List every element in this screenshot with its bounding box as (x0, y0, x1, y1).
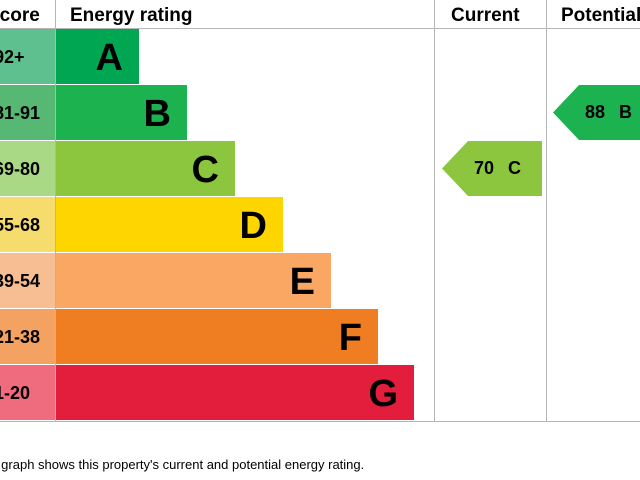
band-bar-d: D (56, 197, 283, 252)
current-column-header: Current (451, 5, 520, 26)
energy-rating-header: Energy rating (70, 5, 193, 26)
band-letter: D (239, 205, 267, 247)
arrow-shape (442, 141, 542, 196)
band-bar-f: F (56, 309, 378, 364)
score-range-a: 92+ (0, 29, 55, 84)
column-divider-score (55, 0, 56, 422)
band-bar-c: C (56, 141, 235, 196)
current-rating-arrow: 70 C (442, 141, 542, 196)
score-range-label: 81-91 (0, 103, 41, 123)
score-range-label: 39-54 (0, 271, 41, 291)
arrow-letter: B (619, 102, 632, 122)
score-range-label: 1-20 (0, 383, 31, 403)
band-letter: B (143, 93, 171, 135)
potential-rating-arrow: 88 B (553, 85, 640, 140)
band-bar-a: A (56, 29, 139, 84)
band-bar-g: G (56, 365, 414, 420)
arrow-shape (553, 85, 640, 140)
score-range-c: 69-80 (0, 141, 55, 196)
band-bar-b: B (56, 85, 187, 140)
band-bar-e: E (56, 253, 331, 308)
score-range-e: 39-54 (0, 253, 55, 308)
bottom-divider (0, 421, 640, 422)
score-range-f: 21-38 (0, 309, 55, 364)
band-letter: E (289, 261, 315, 303)
score-range-g: 1-20 (0, 365, 55, 420)
arrow-value: 88 (585, 102, 606, 122)
score-range-label: 69-80 (0, 159, 41, 179)
score-range-label: 92+ (0, 47, 25, 67)
column-divider-current (434, 0, 435, 422)
header-divider (0, 28, 640, 29)
column-divider-potential (546, 0, 547, 422)
band-letter: F (338, 317, 362, 359)
arrow-letter: C (508, 158, 521, 178)
arrow-value: 70 (474, 158, 495, 178)
score-range-d: 55-68 (0, 197, 55, 252)
score-range-b: 81-91 (0, 85, 55, 140)
band-letter: C (191, 149, 219, 191)
score-range-label: 21-38 (0, 327, 41, 347)
band-letter: G (368, 373, 398, 415)
score-range-label: 55-68 (0, 215, 41, 235)
score-column-header: Score (0, 5, 40, 26)
potential-column-header: Potential (561, 5, 640, 26)
band-letter: A (95, 37, 123, 79)
